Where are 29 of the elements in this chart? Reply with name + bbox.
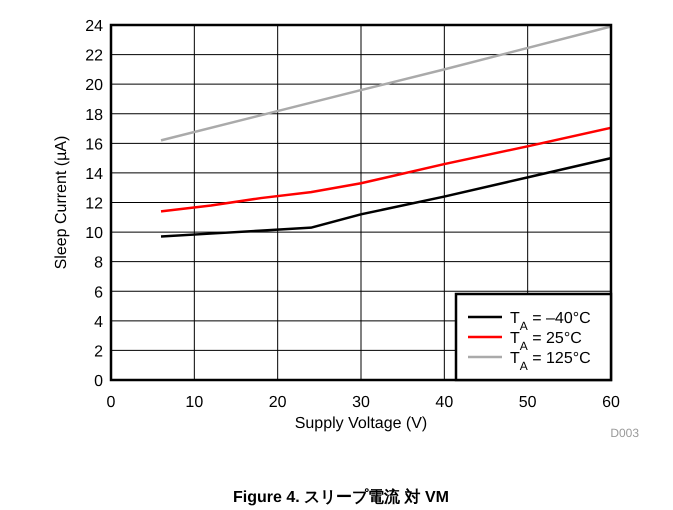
- x-tick-label: 20: [268, 394, 287, 411]
- legend-label: T$_{A}$ = 125°C: [510, 350, 591, 373]
- y-axis-title: Sleep Current (µA): [53, 136, 70, 270]
- y-tick-label: 16: [85, 136, 104, 154]
- text: D003: [610, 426, 640, 440]
- x-tick-label: 30: [352, 394, 370, 411]
- x-axis-title: Supply Voltage (V): [294, 415, 428, 432]
- y-tick-label: 14: [85, 166, 104, 183]
- y-tick-label: 24: [85, 18, 104, 35]
- line-series: [160, 25, 612, 142]
- x-tick-label: 10: [185, 394, 204, 411]
- line-series: [160, 126, 612, 213]
- legend-label: T$_{A}$ = 25°C: [510, 330, 582, 353]
- y-tick-label: 0: [94, 373, 104, 390]
- y-tick-label: 2: [94, 343, 104, 360]
- y-tick-label: 8: [94, 254, 104, 272]
- y-tick-label: 6: [94, 284, 104, 302]
- y-tick-label: 18: [85, 106, 104, 124]
- x-tick-label: 40: [435, 394, 454, 411]
- y-tick-label: 10: [85, 225, 104, 242]
- legend-label: T$_{A}$ = –40°C: [510, 310, 591, 333]
- text: Figure 4. スリープ電流 対 VM: [232, 487, 450, 506]
- x-tick-label: 50: [518, 394, 537, 411]
- y-tick-label: 20: [85, 77, 104, 94]
- y-tick-label: 12: [85, 196, 104, 212]
- x-tick-label: 0: [106, 394, 116, 411]
- x-tick-label: 60: [602, 394, 620, 411]
- y-tick-label: 22: [85, 48, 104, 65]
- y-tick-label: 4: [94, 314, 104, 331]
